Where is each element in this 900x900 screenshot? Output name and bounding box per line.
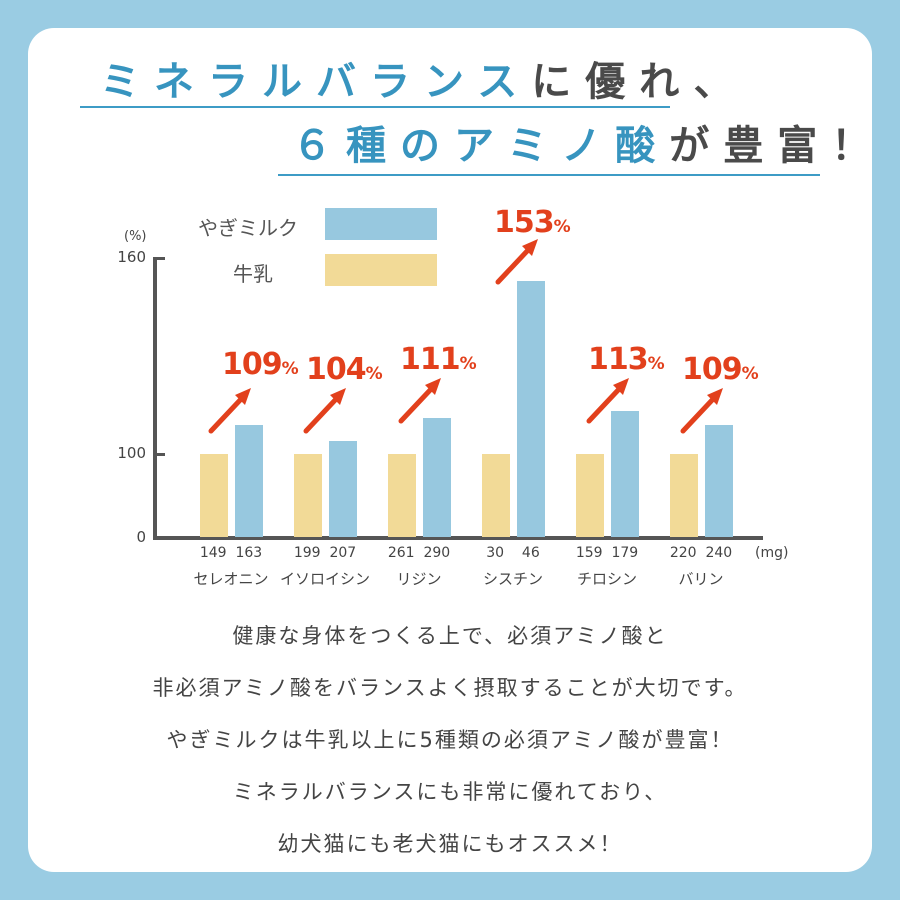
y-tick-mark-160 [153, 257, 165, 260]
y-tick-160: 160 [117, 248, 146, 266]
bar-goat-lysine [423, 418, 451, 537]
legend-goat-label: やぎミルク [198, 216, 298, 240]
pct-value: 109 [222, 347, 283, 382]
arrow-up-icon [208, 388, 251, 434]
mg-goat: 163 [235, 545, 263, 561]
headline-1-accent: ミネラルバランス [100, 59, 532, 105]
mg-values-cystine: 30 46 [473, 545, 553, 561]
pct-value: 109 [682, 352, 743, 387]
y-tick-0: 0 [136, 528, 146, 546]
pct-value: 113 [588, 342, 649, 377]
body-line-4: ミネラルバランスにも非常に優れており、 [232, 780, 668, 804]
pct-value: 153 [494, 205, 555, 240]
headline-underline-2 [278, 174, 820, 176]
mg-cow: 30 [486, 545, 505, 561]
arrow-up-icon [495, 239, 538, 285]
pct-label-tyrosine: 113% [588, 345, 665, 375]
mg-cow: 159 [575, 545, 603, 561]
body-line-1: 健康な身体をつくる上で、必須アミノ酸と [232, 624, 668, 648]
body-line-2: 非必須アミノ酸をバランスよく摂取することが大切です。 [152, 676, 748, 700]
headline-2-accent: ６種のアミノ酸 [292, 123, 670, 169]
bar-cow-lysine [388, 454, 416, 537]
category-threonine: セレオニン [193, 570, 269, 588]
y-axis [153, 258, 157, 540]
mg-values-threonine: 149 163 [191, 545, 271, 561]
bar-goat-valine [705, 425, 733, 537]
pct-value: 104 [306, 352, 367, 387]
legend-cow-swatch [325, 254, 437, 286]
pct-sign: % [365, 364, 383, 384]
mg-values-valine: 220 240 [661, 545, 741, 561]
body-line-5: 幼犬猫にも老犬猫にもオススメ！ [277, 832, 623, 856]
bar-goat-isoleucine [329, 441, 357, 537]
arrow-up-icon [586, 378, 629, 424]
mg-goat: 46 [521, 545, 540, 561]
pct-sign: % [553, 217, 571, 237]
mg-cow: 261 [387, 545, 415, 561]
arrow-up-icon [398, 378, 441, 424]
mg-goat: 207 [329, 545, 357, 561]
pct-label-cystine: 153% [494, 208, 571, 238]
pct-label-lysine: 111% [400, 345, 477, 375]
pct-sign: % [281, 359, 299, 379]
category-lysine: リジン [396, 570, 442, 588]
mg-goat: 240 [705, 545, 733, 561]
bar-cow-tyrosine [576, 454, 604, 537]
mg-values-tyrosine: 159 179 [567, 545, 647, 561]
mg-cow: 220 [669, 545, 697, 561]
x-axis-unit: (mg) [755, 545, 789, 561]
pct-label-isoleucine: 104% [306, 355, 383, 385]
pct-label-threonine: 109% [222, 350, 299, 380]
bar-cow-isoleucine [294, 454, 322, 537]
bar-goat-cystine [517, 281, 545, 537]
mg-goat: 290 [423, 545, 451, 561]
pct-sign: % [647, 354, 665, 374]
bar-cow-cystine [482, 454, 510, 537]
mg-cow: 199 [293, 545, 321, 561]
pct-sign: % [459, 354, 477, 374]
mg-cow: 149 [199, 545, 227, 561]
category-cystine: シスチン [482, 570, 543, 588]
category-valine: バリン [678, 570, 724, 588]
pct-value: 111 [400, 342, 461, 377]
arrow-up-icon [680, 388, 723, 434]
pct-label-valine: 109% [682, 355, 759, 385]
mg-values-lysine: 261 290 [379, 545, 459, 561]
y-tick-mark-100 [153, 453, 165, 456]
category-isoleucine: イソロイシン [279, 570, 370, 588]
y-tick-100: 100 [117, 444, 146, 462]
pct-sign: % [741, 364, 759, 384]
headline-line-2: ６種のアミノ酸が豊富！ [292, 126, 885, 166]
headline-line-1: ミネラルバランスに優れ、 [100, 62, 748, 102]
mg-goat: 179 [611, 545, 639, 561]
bar-goat-threonine [235, 425, 263, 537]
bar-cow-threonine [200, 454, 228, 537]
headline-2-rest: が豊富！ [669, 123, 886, 169]
body-line-3: やぎミルクは牛乳以上に5種類の必須アミノ酸が豊富！ [166, 728, 734, 752]
arrow-up-icon [303, 388, 346, 434]
legend-goat-swatch [325, 208, 437, 240]
y-axis-unit: (%) [124, 229, 147, 244]
headline-1-rest: に優れ、 [531, 59, 748, 105]
x-axis [153, 536, 763, 540]
legend-cow-label: 牛乳 [233, 262, 273, 286]
bar-cow-valine [670, 454, 698, 537]
headline-underline-1 [80, 106, 670, 108]
category-tyrosine: チロシン [576, 570, 637, 588]
bar-goat-tyrosine [611, 411, 639, 537]
mg-values-isoleucine: 199 207 [285, 545, 365, 561]
